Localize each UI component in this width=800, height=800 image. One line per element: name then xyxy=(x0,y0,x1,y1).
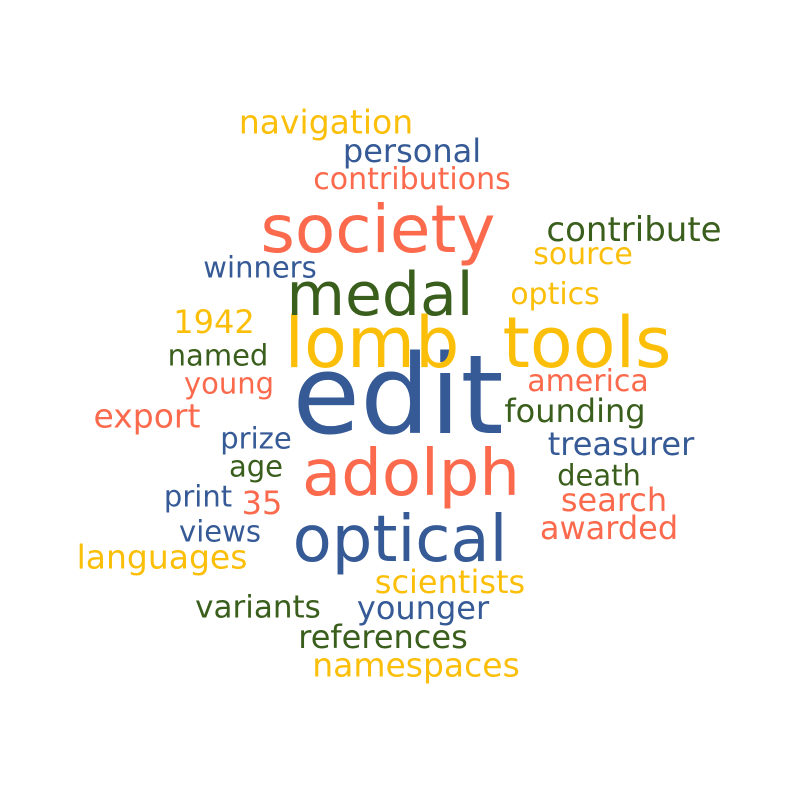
word-medal: medal xyxy=(286,260,474,330)
word-35: 35 xyxy=(241,484,283,522)
word-founding: founding xyxy=(504,392,646,430)
word-variants: variants xyxy=(195,589,321,626)
word-awarded: awarded xyxy=(539,509,679,547)
word-young: young xyxy=(183,366,275,401)
word-prize: prize xyxy=(220,421,292,456)
word-source: source xyxy=(533,237,633,272)
word-tools: tools xyxy=(502,302,672,384)
word-age: age xyxy=(228,449,284,484)
word-scientists: scientists xyxy=(374,563,526,601)
word-lomb: lomb xyxy=(284,302,460,384)
word-younger: younger xyxy=(356,589,490,627)
word-edit: edit xyxy=(292,331,504,459)
word-navigation: navigation xyxy=(238,102,414,142)
word-references: references xyxy=(298,618,468,656)
word-1942: 1942 xyxy=(173,303,255,341)
word-adolph: adolph xyxy=(302,437,520,511)
word-views: views xyxy=(179,514,261,549)
word-contributions: contributions xyxy=(313,162,511,197)
word-optics: optics xyxy=(510,277,600,312)
word-personal: personal xyxy=(342,132,482,170)
word-languages: languages xyxy=(76,537,248,577)
word-treasurer: treasurer xyxy=(547,425,695,463)
word-export: export xyxy=(93,396,201,436)
word-namespaces: namespaces xyxy=(312,645,520,685)
word-named: named xyxy=(167,338,269,373)
word-contribute: contribute xyxy=(546,210,722,250)
word-search: search xyxy=(560,481,668,519)
word-winners: winners xyxy=(203,250,317,285)
word-print: print xyxy=(163,479,233,514)
word-death: death xyxy=(557,458,641,493)
word-america: america xyxy=(527,364,649,399)
word-optical: optical xyxy=(292,503,508,577)
word-society: society xyxy=(260,191,496,268)
